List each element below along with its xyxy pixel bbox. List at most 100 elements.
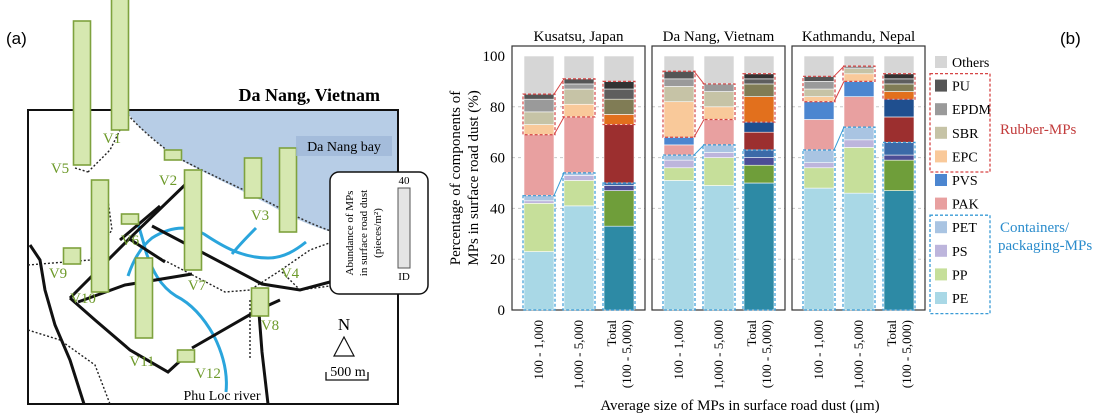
legend-swatch-pvs [935, 174, 947, 186]
panel-title: Kathmandu, Nepal [802, 29, 915, 45]
rubber-group-outline [522, 93, 556, 136]
y-axis-label-line1: Percentage of components of [448, 91, 464, 266]
container-group-outline [562, 172, 596, 311]
bar-segment-pet [523, 195, 555, 202]
bar-segment-pu [563, 78, 595, 85]
station-bar-v1 [110, 0, 130, 131]
legend-label-pet: PET [952, 221, 977, 236]
bar-segment-pe [703, 185, 735, 311]
legend-swatch-pe [935, 292, 947, 304]
bar-segment-ps [883, 154, 915, 161]
map-title: Da Nang, Vietnam [238, 85, 380, 105]
scale-label: 500 m [330, 365, 366, 380]
bar-segment-pet [703, 144, 735, 153]
legend-swatch-pp [935, 268, 947, 281]
bar-segment-pu [663, 70, 695, 80]
bay-label-bg [296, 136, 392, 156]
bar-segment-pvs [663, 136, 695, 146]
panel-title: Kusatsu, Japan [534, 29, 624, 45]
bar-segment-pp [743, 164, 775, 184]
y-tick-label: 40 [490, 201, 505, 217]
chart-panels: Kusatsu, Japan 100 - 1,000 1,000 - 5,000 To… [511, 29, 926, 389]
bar-segment-pak [883, 116, 915, 143]
panel-2: Da Nang, Vietnam 100 - 1,000 1,000 - 5,000… [651, 29, 786, 389]
legend-swatch-pet [935, 221, 947, 234]
bar-segment-pp [883, 159, 915, 191]
station-label-v3: V3 [251, 208, 269, 224]
connector-line [693, 144, 705, 156]
bar-segment-pp [803, 167, 835, 189]
bar-segment-epc [883, 91, 915, 100]
stacked-bar-chart: Percentage of components of MPs in surfa… [448, 29, 1092, 414]
bar-segment-pet [803, 149, 835, 163]
bar-segment-pvs [803, 101, 835, 120]
bar-segment-pp [703, 157, 735, 186]
bar-segment-pe [523, 251, 555, 311]
legend-label-pak: PAK [952, 198, 979, 213]
bar-segment-sbr [703, 91, 735, 108]
y-axis-label-line2: MPs in surface road dust (%) [466, 90, 482, 265]
bar-segment-pet [663, 154, 695, 161]
bar-segment-epdm [743, 78, 775, 85]
category-label: 1,000 - 5,000 [851, 320, 866, 389]
connector-line [833, 126, 845, 151]
bar-segment-pak [803, 119, 835, 151]
bar-segment-sbr [803, 88, 835, 97]
station-bar-v2 [163, 149, 183, 161]
station-label-v12: V12 [195, 366, 221, 382]
river-branch-2 [230, 226, 258, 255]
station-bar-v8 [250, 287, 270, 317]
bar-segment-epc [743, 96, 775, 123]
bar-segment-pvs [843, 81, 875, 97]
bar-segment-epdm [563, 83, 595, 90]
legend-container-label-2: packaging-MPs [998, 238, 1092, 254]
legend-scale-bar [397, 187, 411, 269]
y-tick-label: 100 [483, 49, 506, 65]
bay-label: Da Nang bay [307, 140, 381, 155]
category-label: (100 - 5,000) [899, 320, 914, 388]
bar-segment-others [603, 55, 635, 82]
bar-segment-sbr [523, 111, 555, 125]
bar-segment-ps [803, 162, 835, 169]
legend-title-line2: in surface road dust [358, 190, 370, 276]
north-label: N [338, 315, 350, 334]
category-label: (100 - 5,000) [759, 320, 774, 388]
legend-label-pu: PU [952, 80, 970, 95]
bar-segment-epc [843, 73, 875, 82]
bar-segment-pu [803, 76, 835, 82]
bar-segment-pak [523, 134, 555, 197]
legend-container-label-1: Containers/ [1000, 220, 1070, 236]
bar-segment-pak [743, 131, 775, 151]
bar-segment-others [523, 55, 555, 95]
bar-segment-pu [743, 73, 775, 80]
category-label: (100 - 5,000) [619, 320, 634, 388]
bar-segment-ps [743, 157, 775, 166]
legend-label-pp: PP [952, 268, 968, 283]
legend-swatch-epdm [935, 103, 947, 116]
legend-label-sbr: SBR [952, 127, 979, 142]
bar-segment-epdm [703, 83, 735, 92]
bar-segment-pet [883, 142, 915, 156]
panel-label-b: (b) [1060, 29, 1081, 48]
bar-segment-sbr [563, 88, 595, 105]
container-group-outline [842, 126, 876, 311]
rubber-group-outline [802, 75, 836, 103]
station-bar-v10 [90, 179, 110, 293]
bar-segment-others [883, 55, 915, 75]
legend-rubber-label: Rubber-MPs [1000, 122, 1077, 138]
bar-segment-epc [563, 103, 595, 118]
legend-title-line3: (pieces/m²) [372, 208, 384, 258]
bar-segment-pu [883, 73, 915, 80]
bar-segment-pet [743, 149, 775, 158]
bar-segment-pe [803, 187, 835, 311]
bar-segment-pp [843, 147, 875, 194]
x-axis-label: Average size of MPs in surface road dust… [600, 398, 879, 414]
station-label-v9: V9 [49, 266, 67, 282]
bar-segment-ps [843, 139, 875, 148]
bar-segment-epdm [603, 88, 635, 100]
bar-segment-epc [523, 124, 555, 136]
station-bar-v4 [278, 147, 298, 233]
bar-segment-pp [563, 180, 595, 207]
bar-segment-pe [663, 180, 695, 311]
